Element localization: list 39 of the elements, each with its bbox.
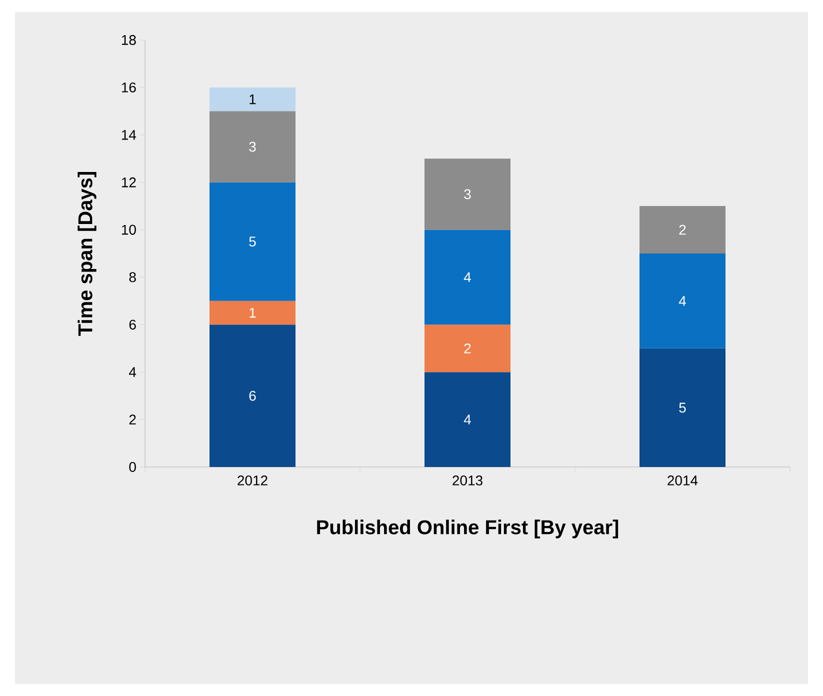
- y-tick-label: 2: [129, 414, 136, 424]
- data-label: 1: [250, 94, 256, 104]
- bar: [210, 182, 296, 301]
- y-tick-label: 6: [129, 320, 136, 330]
- data-label: 5: [249, 236, 256, 247]
- data-label: 2: [464, 343, 471, 354]
- bar: [210, 324, 296, 467]
- x-axis-title: Published Online First [By year]: [317, 520, 618, 538]
- x-tick-label: 2013: [452, 476, 482, 486]
- bar: [424, 372, 510, 467]
- data-label: 3: [249, 142, 256, 152]
- bar: [424, 324, 510, 372]
- bar: [210, 111, 296, 182]
- data-label: 3: [464, 189, 471, 200]
- x-tick-label: 2014: [668, 476, 698, 486]
- y-tick-label: 10: [122, 224, 136, 235]
- bar: [640, 253, 726, 348]
- data-label: 6: [249, 390, 256, 401]
- data-label: 5: [679, 402, 686, 413]
- data-label: 4: [678, 296, 686, 306]
- bar: [210, 300, 296, 325]
- data-label: 4: [464, 414, 471, 424]
- y-tick-label: 16: [122, 82, 136, 92]
- bar: [424, 230, 510, 325]
- y-tick-label: 8: [129, 272, 136, 282]
- bar: [640, 348, 726, 467]
- y-tick-label: 14: [122, 130, 136, 140]
- bar: [640, 206, 726, 254]
- data-label: 2: [679, 224, 686, 235]
- data-label: 1: [250, 308, 256, 318]
- y-tick-label: 0: [129, 462, 136, 472]
- y-tick-label: 18: [122, 35, 136, 45]
- x-tick-label: 2012: [238, 476, 268, 486]
- y-tick-label: 12: [122, 177, 136, 188]
- y-axis-title: Time span [Days]: [78, 172, 96, 336]
- y-tick-label: 4: [129, 367, 136, 377]
- bar: [424, 158, 510, 230]
- bar: [210, 87, 296, 112]
- data-label: 4: [464, 272, 471, 282]
